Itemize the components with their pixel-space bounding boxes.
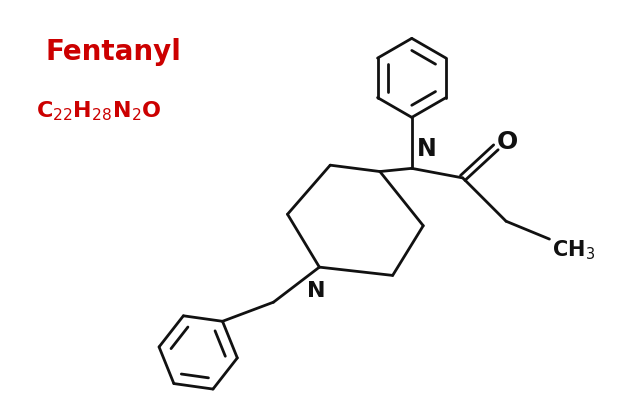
Text: CH$_3$: CH$_3$ [552,239,595,262]
Text: N: N [307,281,326,301]
Text: O: O [497,130,518,154]
Text: N: N [417,137,436,161]
Text: Fentanyl: Fentanyl [45,38,181,66]
Text: C$_{22}$H$_{28}$N$_{2}$O: C$_{22}$H$_{28}$N$_{2}$O [36,99,162,123]
